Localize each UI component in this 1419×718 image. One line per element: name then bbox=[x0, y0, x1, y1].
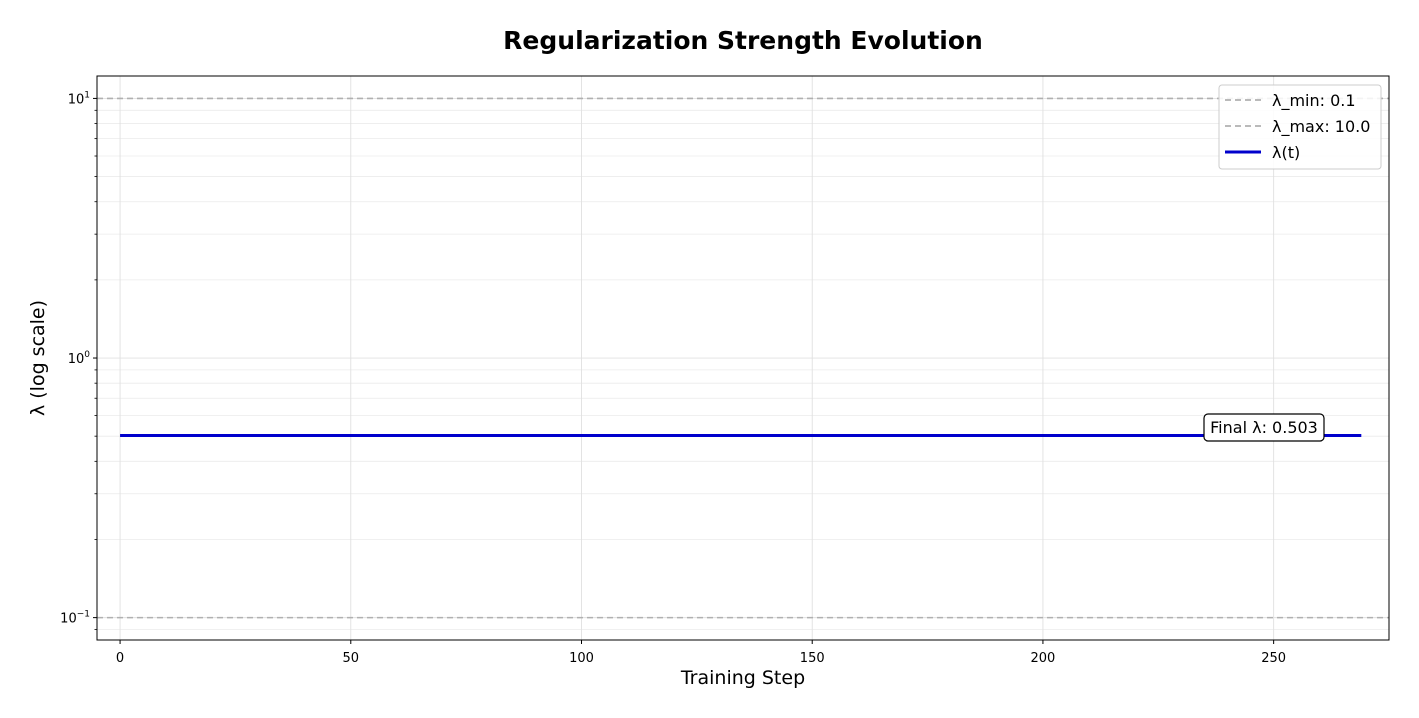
x-axis-ticks: 0 50 100 150 200 250 bbox=[116, 640, 1286, 666]
x-tick-label: 0 bbox=[116, 651, 124, 666]
y-tick-exponent: −1 bbox=[77, 610, 90, 620]
x-tick-label: 100 bbox=[569, 651, 594, 666]
legend: λ_min: 0.1 λ_max: 10.0 λ(t) bbox=[1218, 84, 1382, 170]
x-tick-label: 200 bbox=[1031, 651, 1056, 666]
y-tick-base: 10 bbox=[60, 612, 77, 627]
annotation-box bbox=[1203, 413, 1325, 442]
y-tick-label: 10−1 bbox=[60, 610, 90, 627]
legend-label-lambda-t: λ(t) bbox=[1272, 143, 1300, 162]
y-tick-label: 100 bbox=[68, 350, 91, 367]
x-tick-label: 50 bbox=[343, 651, 360, 666]
final-value-annotation: Final λ: 0.503 bbox=[1203, 413, 1325, 442]
annotation-text: Final λ: 0.503 bbox=[1210, 418, 1318, 437]
chart-title: Regularization Strength Evolution bbox=[503, 26, 983, 55]
y-tick-label: 101 bbox=[68, 90, 90, 107]
legend-label-lambda-min: λ_min: 0.1 bbox=[1272, 91, 1356, 111]
legend-label-lambda-max: λ_max: 10.0 bbox=[1272, 117, 1370, 137]
x-axis-label: Training Step bbox=[680, 667, 805, 689]
y-tick-exponent: 0 bbox=[84, 350, 90, 360]
reference-lines bbox=[97, 97, 1389, 619]
x-tick-label: 250 bbox=[1261, 651, 1286, 666]
y-tick-base: 10 bbox=[68, 352, 85, 367]
y-tick-exponent: 1 bbox=[84, 90, 90, 100]
legend-box bbox=[1218, 84, 1382, 170]
grid-minor bbox=[97, 109, 1389, 630]
x-tick-label: 150 bbox=[800, 651, 825, 666]
y-tick-base: 10 bbox=[68, 92, 85, 107]
y-axis-label: λ (log scale) bbox=[27, 300, 49, 416]
